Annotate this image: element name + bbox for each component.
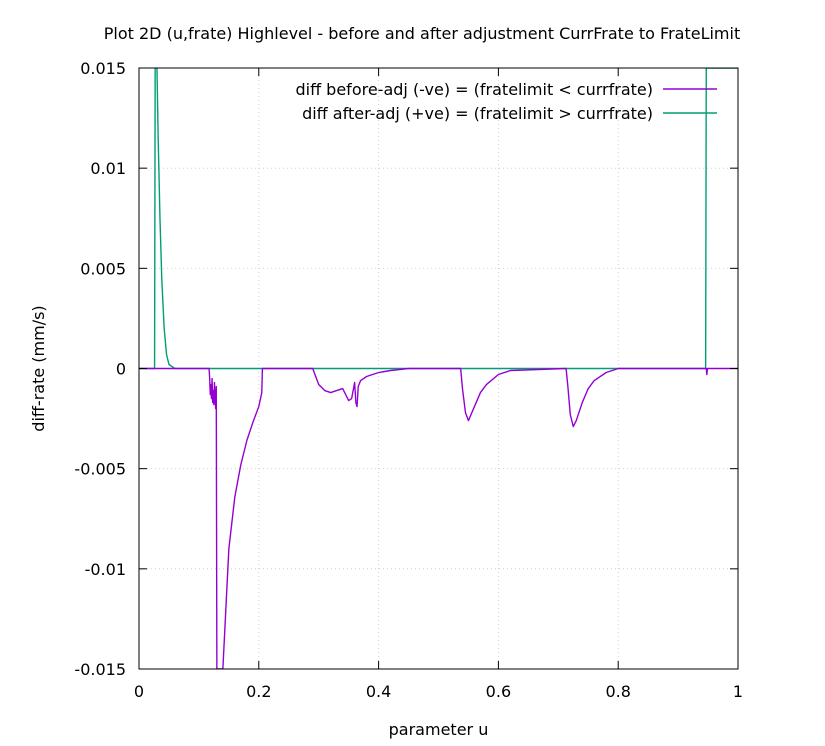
- x-tick-label: 0: [134, 682, 144, 701]
- y-tick-label: 0: [116, 360, 126, 379]
- legend-label: diff after-adj (+ve) = (fratelimit > cur…: [302, 104, 653, 123]
- x-tick-label: 0.8: [605, 682, 630, 701]
- x-tick-label: 0.2: [246, 682, 271, 701]
- y-tick-label: -0.005: [74, 460, 126, 479]
- x-tick-label: 1: [733, 682, 743, 701]
- y-tick-label: -0.015: [74, 660, 126, 679]
- chart-title: Plot 2D (u,frate) Highlevel - before and…: [104, 24, 740, 43]
- y-tick-label: -0.01: [85, 560, 126, 579]
- series-line-1: [139, 367, 738, 669]
- x-tick-label: 0.4: [366, 682, 391, 701]
- ticks: 0 0.2 0.4 0.6 0.8 1 -0.015 -0.01 -0.005 0 0.005 0.0…: [74, 59, 743, 701]
- y-axis-label: diff-rate (mm/s): [29, 305, 48, 431]
- legend: diff before-adj (-ve) = (fratelimit < cu…: [295, 80, 717, 123]
- series-layer: [139, 68, 738, 669]
- x-axis-label: parameter u: [389, 720, 489, 739]
- series-line-2: [139, 68, 738, 370]
- y-tick-label: 0.005: [80, 259, 126, 278]
- x-tick-label: 0.6: [486, 682, 511, 701]
- y-tick-label: 0.015: [80, 59, 126, 78]
- y-tick-label: 0.01: [90, 159, 126, 178]
- legend-label: diff before-adj (-ve) = (fratelimit < cu…: [295, 80, 653, 99]
